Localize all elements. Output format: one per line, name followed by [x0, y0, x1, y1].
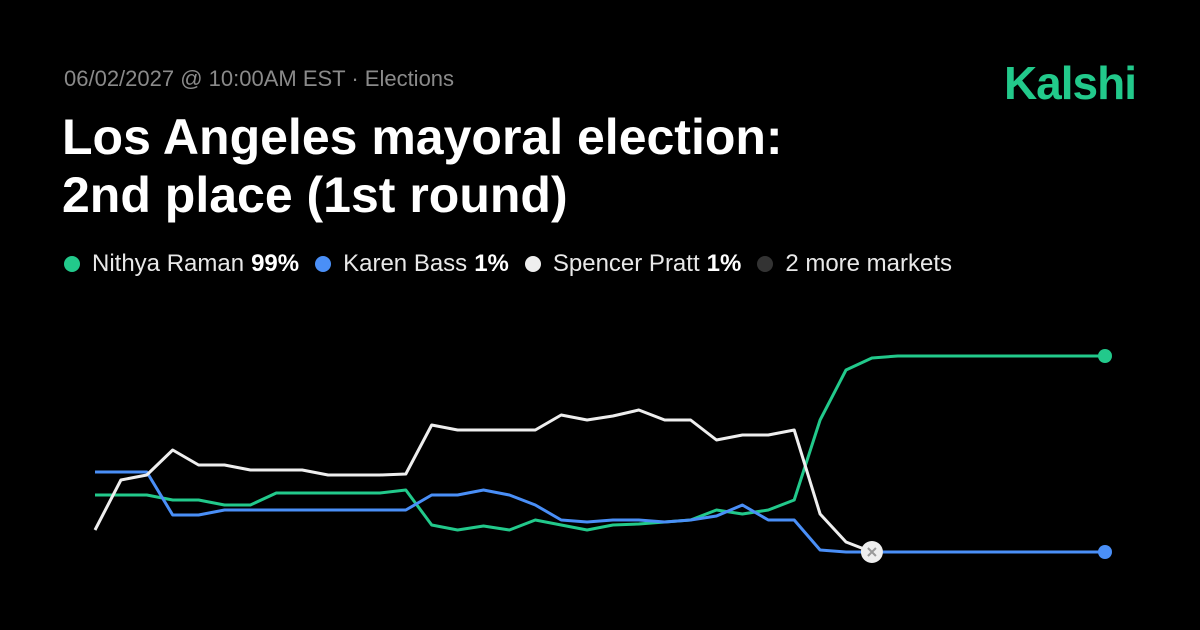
- legend-label: 2 more markets: [785, 250, 953, 277]
- brand-logo: Kalshi: [1003, 57, 1137, 109]
- legend-dot: [524, 256, 541, 272]
- legend-label: Karen Bass: [343, 250, 468, 277]
- legend-dot: [315, 256, 332, 272]
- title-line: Los Angeles mayoral election:: [62, 109, 783, 165]
- end-marker: [1098, 349, 1112, 363]
- legend-dot: [757, 256, 774, 272]
- series-line: [93, 408, 873, 554]
- legend-item: Nithya Raman 99%: [64, 250, 299, 278]
- series-line: [95, 470, 1105, 554]
- subtitle: 06/02/2027 @ 10:00AM EST · Elections: [64, 66, 455, 91]
- legend-item: Karen Bass 1%: [315, 250, 509, 278]
- legend-value: 1%: [474, 250, 509, 277]
- legend-dot: [64, 256, 80, 272]
- end-cross: [867, 547, 877, 557]
- end-marker: [1098, 545, 1112, 559]
- legend-value: 99%: [251, 250, 300, 277]
- legend-item: Spencer Pratt 1%: [524, 250, 742, 278]
- series-line: [95, 354, 1105, 532]
- legend-label: Spencer Pratt: [552, 250, 700, 277]
- title-line: 2nd place (1st round): [62, 167, 568, 223]
- legend: Nithya Raman 99% Karen Bass 1% Spencer Pratt…: [64, 250, 968, 278]
- legend-item: 2 more markets: [757, 250, 952, 278]
- legend-value: 1%: [706, 250, 742, 277]
- legend-label: Nithya Raman: [92, 250, 245, 277]
